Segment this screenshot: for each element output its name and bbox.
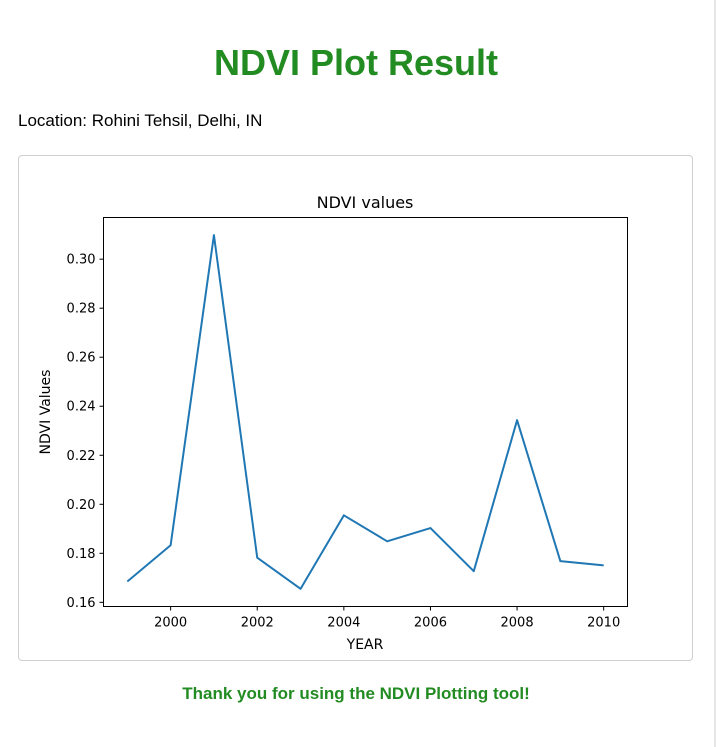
x-tick-label: 2010: [587, 616, 620, 631]
ndvi-line-chart: NDVI values 0.16 0.18 0.20 0.22 0.24 0.26 0.28…: [38, 193, 628, 653]
y-tick-label: 0.22: [67, 449, 96, 464]
y-tick-label: 0.16: [67, 596, 96, 611]
location-label: Location: Rohini Tehsil, Delhi, IN: [18, 111, 263, 130]
page-title: NDVI Plot Result: [213, 42, 499, 83]
data-point-2008: [516, 419, 518, 421]
data-point-2006: [429, 527, 431, 529]
y-tick-label: 0.26: [67, 351, 96, 366]
ndvi-series-line: [126, 234, 604, 590]
plot-area-frame: [103, 217, 628, 607]
x-axis-label: YEAR: [346, 637, 384, 653]
x-tick-label: 2006: [414, 616, 447, 631]
data-point-2007: [473, 570, 475, 572]
chart-card: NDVI values 0.16 0.18 0.20 0.22 0.24 0.26 0.28…: [18, 155, 693, 661]
data-point-2001: [213, 234, 215, 236]
data-point-2003: [300, 588, 302, 590]
ndvi-series-points: [126, 234, 604, 590]
x-axis: 2000 2002 2004 2006 2008 2010: [154, 606, 620, 631]
data-point-2002: [256, 557, 258, 559]
x-tick-label: 2002: [241, 616, 274, 631]
x-tick-label: 2008: [501, 616, 534, 631]
chart-title: NDVI values: [317, 193, 414, 212]
data-point-1999: [126, 580, 128, 582]
data-point-2005: [386, 540, 388, 542]
x-tick-label: 2000: [154, 616, 187, 631]
x-tick-label: 2004: [327, 616, 360, 631]
y-axis-label: NDVI Values: [38, 370, 54, 455]
y-tick-label: 0.24: [67, 400, 96, 415]
page-right-border: [714, 0, 716, 747]
data-point-2000: [170, 544, 172, 546]
y-tick-label: 0.30: [67, 253, 96, 268]
y-tick-label: 0.28: [67, 302, 96, 317]
data-point-2004: [343, 514, 345, 516]
thank-you-message: Thank you for using the NDVI Plotting to…: [182, 684, 530, 703]
data-point-2010: [603, 564, 605, 566]
y-tick-label: 0.18: [67, 547, 96, 562]
data-point-2009: [559, 560, 561, 562]
y-axis: 0.16 0.18 0.20 0.22 0.24 0.26 0.28 0.30: [67, 253, 104, 611]
y-tick-label: 0.20: [67, 498, 96, 513]
